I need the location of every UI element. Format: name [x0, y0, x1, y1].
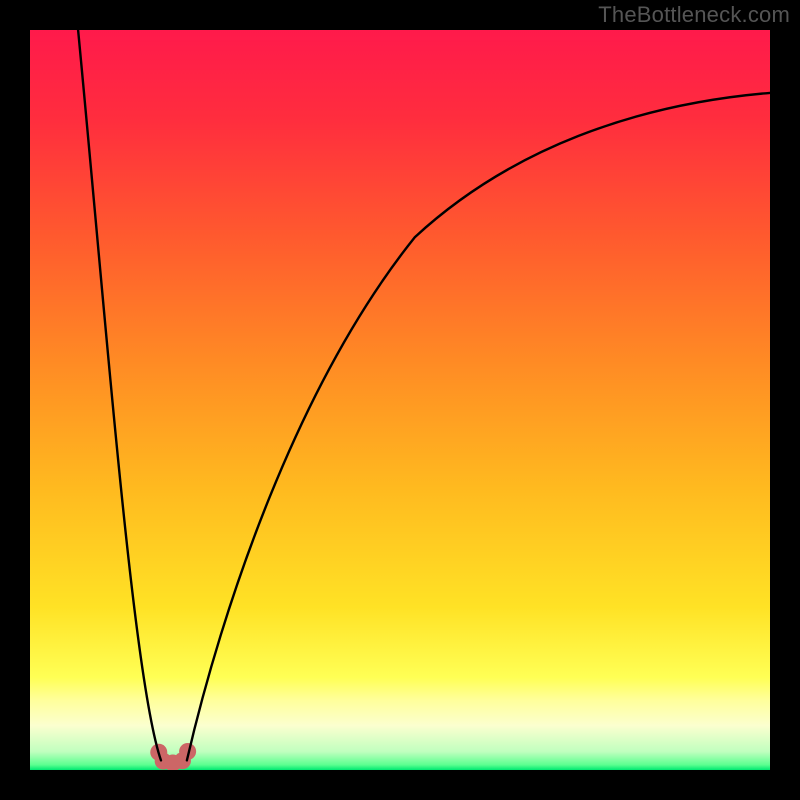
- bottleneck-chart: [0, 0, 800, 800]
- plot-area: [30, 30, 770, 771]
